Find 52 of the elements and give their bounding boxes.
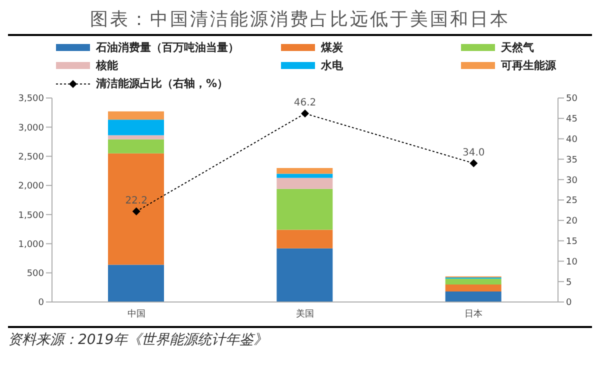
y2-tick-label: 20: [566, 216, 578, 227]
y-tick-label: 500: [26, 269, 44, 280]
bar: [108, 139, 164, 154]
bar: [108, 120, 164, 136]
bar: [445, 284, 502, 292]
legend-label: 可再生能源: [501, 58, 556, 73]
y-tick-label: 2,000: [18, 182, 44, 192]
bar: [276, 168, 333, 174]
y2-tick-label: 45: [566, 114, 578, 125]
y2-tick-label: 50: [566, 94, 578, 104]
point: [301, 110, 309, 118]
y-tick-label: 1,000: [18, 240, 44, 250]
y2-tick-label: 0: [566, 298, 572, 308]
bar: [108, 153, 164, 265]
data-label: 46.2: [294, 98, 316, 109]
y-tick-label: 2,500: [18, 152, 44, 162]
bar: [276, 174, 333, 178]
y2-tick-label: 35: [566, 155, 578, 166]
legend-label: 清洁能源占比（右轴，%）: [96, 76, 228, 91]
x-tick-label: 美国: [296, 308, 314, 320]
y-tick-label: 0: [38, 298, 44, 308]
legend-label: 煤炭: [321, 40, 343, 55]
bar: [445, 292, 502, 302]
x-tick-label: 中国: [127, 308, 146, 320]
y2-tick-label: 5: [566, 278, 572, 288]
legend-label: 天然气: [501, 40, 534, 55]
y-tick-label: 3,000: [18, 123, 44, 134]
y2-tick-label: 30: [566, 176, 578, 186]
y2-tick-label: 15: [566, 236, 578, 247]
bar: [276, 188, 333, 230]
y-tick-label: 3,500: [18, 94, 44, 104]
text: 资料来源：2019年《世界能源统计年鉴》: [8, 331, 269, 349]
data-label: 34.0: [462, 147, 485, 158]
bar: [108, 135, 164, 140]
point: [470, 159, 478, 168]
bar: [276, 178, 333, 189]
y2-tick-label: 40: [566, 134, 578, 145]
bar: [276, 248, 333, 302]
bar: [108, 264, 164, 302]
bar: [276, 230, 333, 248]
y-tick-label: 1,500: [18, 210, 44, 221]
chart-title: 图表：中国清洁能源消费占比远低于美国和日本: [8, 8, 592, 36]
y2-tick-label: 25: [566, 196, 578, 206]
x-tick-label: 日本: [464, 308, 483, 320]
legend-label: 核能: [96, 58, 118, 73]
legend-label: 水电: [321, 58, 343, 73]
point: [132, 207, 140, 216]
y2-tick-label: 10: [566, 257, 578, 268]
legend-label: 石油消费量（百万吨油当量）: [96, 40, 239, 55]
bar: [108, 111, 164, 120]
bar: [445, 278, 502, 285]
data-label: 22.2: [125, 195, 148, 206]
